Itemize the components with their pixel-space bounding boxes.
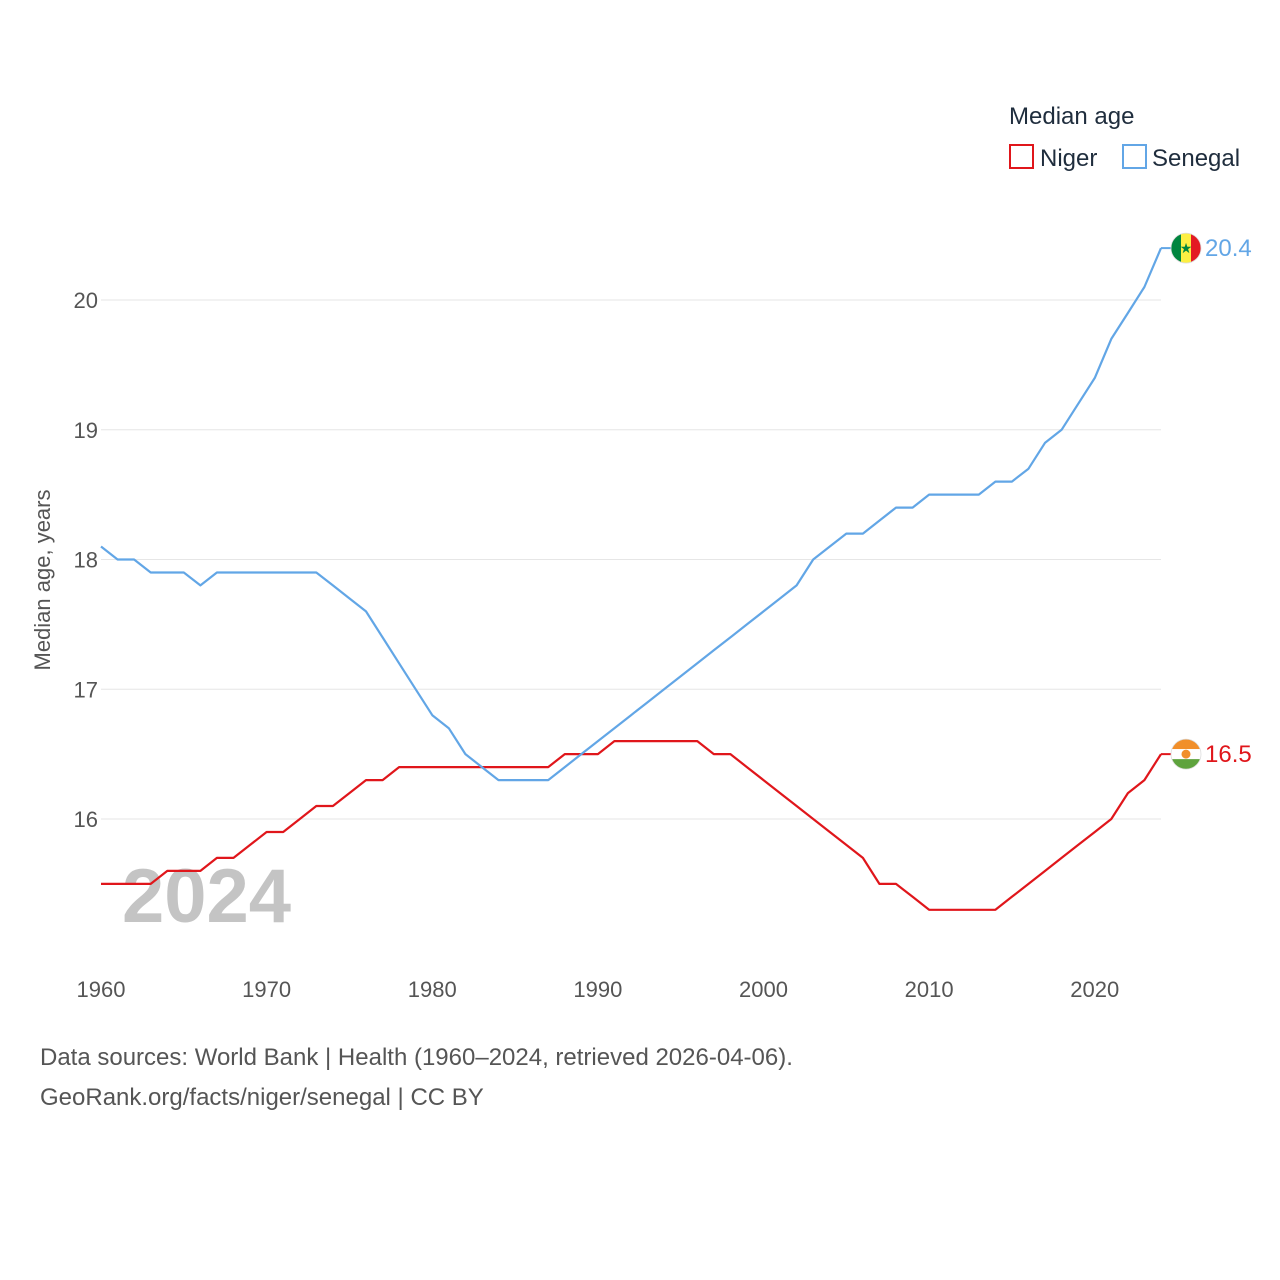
senegal-flag-icon: ★ <box>1170 232 1202 264</box>
legend-label-senegal: Senegal <box>1152 145 1240 172</box>
attribution-link[interactable]: GeoRank.org/facts/niger/senegal | CC BY <box>40 1084 484 1111</box>
end-value-label-niger: 16.5 <box>1205 741 1252 768</box>
year-overlay: 2024 <box>122 854 291 939</box>
legend: Median age Niger Senegal <box>1009 103 1240 172</box>
end-value-label-senegal: 20.4 <box>1205 235 1252 262</box>
x-tick-label: 1990 <box>573 977 622 1002</box>
svg-text:★: ★ <box>1180 241 1193 257</box>
y-tick-label: 20 <box>74 288 98 313</box>
y-tick-label: 16 <box>74 807 98 832</box>
x-tick-label: 2010 <box>905 977 954 1002</box>
legend-label-niger: Niger <box>1040 145 1097 172</box>
x-tick-label: 2020 <box>1070 977 1119 1002</box>
legend-title: Median age <box>1009 103 1134 130</box>
x-tick-label: 1980 <box>408 977 457 1002</box>
legend-item-senegal[interactable]: Senegal <box>1122 144 1240 172</box>
y-tick-label: 19 <box>74 418 98 443</box>
y-axis-title: Median age, years <box>30 490 55 671</box>
series-end-markers: 16.5 ★ 20.4 <box>1161 232 1252 770</box>
series-line-senegal <box>100 247 1163 782</box>
x-tick-label: 2000 <box>739 977 788 1002</box>
y-tick-label: 17 <box>74 677 98 702</box>
gridlines <box>101 299 1161 820</box>
legend-swatch-senegal <box>1122 144 1147 169</box>
legend-item-niger[interactable]: Niger <box>1009 144 1097 172</box>
niger-flag-icon <box>1170 738 1202 770</box>
data-source-note: Data sources: World Bank | Health (1960–… <box>40 1044 793 1071</box>
legend-swatch-niger <box>1009 144 1034 169</box>
x-axis-ticks: 1960 1970 1980 1990 2000 2010 2020 <box>77 977 1120 1002</box>
series-lines <box>100 247 1163 911</box>
x-tick-label: 1960 <box>77 977 126 1002</box>
y-axis-ticks: 16 17 18 19 20 <box>74 288 98 832</box>
series-line-niger <box>101 739 1162 911</box>
x-tick-label: 1970 <box>242 977 291 1002</box>
y-tick-label: 18 <box>74 548 98 573</box>
